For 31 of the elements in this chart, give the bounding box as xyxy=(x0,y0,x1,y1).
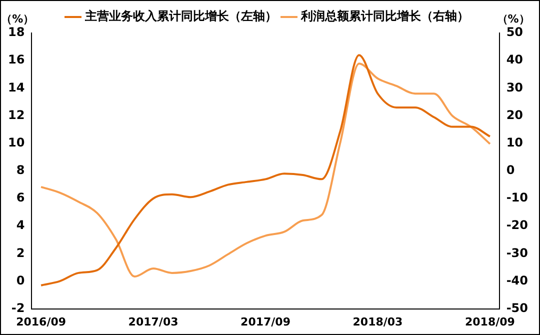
y2-tick-label: -30 xyxy=(506,246,528,260)
legend-label: 利润总额累计同比增长（右轴） xyxy=(300,9,469,24)
y-axis-title: （%） xyxy=(1,12,34,26)
x-tick-label: 2018/03 xyxy=(352,315,403,328)
x-tick-label: 2017/09 xyxy=(240,315,290,328)
y-tick-label: 14 xyxy=(8,80,25,94)
y-tick-label: 0 xyxy=(16,273,25,288)
y-tick-label: 18 xyxy=(8,25,25,40)
y2-tick-label: 20 xyxy=(506,108,524,122)
y2-tick-label: 50 xyxy=(506,25,524,40)
y2-tick-label: -20 xyxy=(506,218,528,232)
y-tick-label: -2 xyxy=(11,300,25,315)
x-tick-label: 2016/09 xyxy=(16,315,66,328)
y2-tick-label: 0 xyxy=(506,163,515,178)
y-tick-label: 8 xyxy=(16,163,25,178)
y2-tick-label: 10 xyxy=(506,135,524,150)
y-tick-label: 12 xyxy=(8,108,25,122)
y2-tick-label: 40 xyxy=(506,52,524,67)
y-tick-label: 16 xyxy=(8,52,25,67)
y2-tick-label: -50 xyxy=(506,300,528,315)
y-tick-label: 6 xyxy=(16,190,25,205)
y2-axis-title: （%） xyxy=(496,12,530,26)
x-tick-label: 2018/09 xyxy=(464,315,515,328)
y-tick-label: 4 xyxy=(16,218,25,232)
y-tick-label: 2 xyxy=(16,246,25,260)
y2-tick-label: -10 xyxy=(506,190,528,205)
y2-tick-label: -40 xyxy=(506,273,528,288)
y2-tick-label: 30 xyxy=(506,80,524,94)
legend-label: 主营业务收入累计同比增长（左轴） xyxy=(84,9,277,24)
x-tick-label: 2017/03 xyxy=(128,315,178,328)
y-tick-label: 10 xyxy=(8,135,25,150)
